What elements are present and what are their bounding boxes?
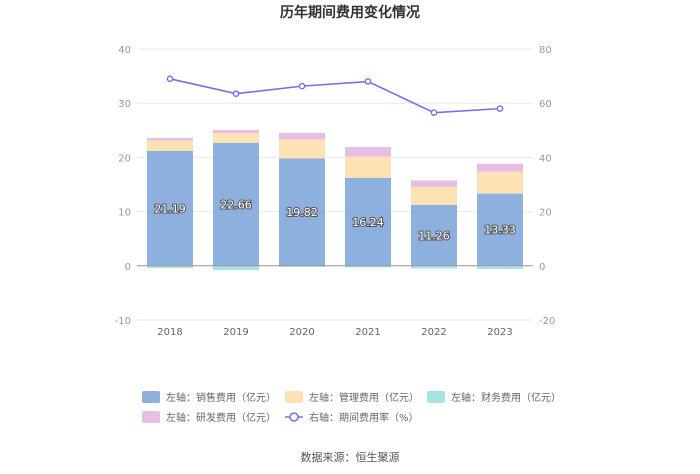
x-axis-tick: 2018	[157, 327, 182, 338]
bar-data-label: 16.24	[352, 216, 384, 229]
bar-segment	[345, 156, 391, 178]
right-axis: -20 0 20 40 60 80	[539, 45, 555, 327]
right-axis-tick: 20	[539, 208, 552, 219]
bar-data-label: 21.19	[154, 202, 186, 215]
source-note: 数据来源：恒生聚源	[301, 450, 400, 464]
legend: 左轴：销售费用（亿元） 左轴：管理费用（亿元） 左轴：财务费用（亿元） 左轴：研发费用…	[142, 391, 561, 424]
left-axis-tick: 30	[118, 99, 131, 110]
expense-rate-point	[430, 109, 438, 116]
legend-label: 左轴：销售费用（亿元）	[166, 391, 276, 404]
expense-rate-point	[298, 82, 306, 90]
expense-rate-point	[232, 90, 240, 98]
legend-label: 左轴：财务费用（亿元）	[451, 391, 561, 404]
legend-swatch	[427, 391, 445, 403]
bar-segment	[147, 150, 193, 266]
bar-segment	[345, 146, 391, 157]
left-axis-tick: 20	[118, 153, 131, 164]
expense-rate-line	[169, 78, 501, 114]
x-axis-tick: 2019	[223, 327, 248, 338]
expense-rate-point	[166, 75, 174, 83]
bar-segment	[213, 142, 259, 266]
left-axis-tick: 40	[118, 45, 131, 56]
bar-data-label: 22.66	[220, 198, 252, 211]
bar-segment	[411, 204, 457, 266]
bar-segment	[411, 180, 457, 187]
legend-label: 左轴：研发费用（亿元）	[166, 411, 276, 424]
bar-segment	[411, 186, 457, 205]
gridlines	[137, 48, 533, 321]
bar-segment	[213, 133, 259, 143]
bar-segment	[477, 265, 523, 270]
left-axis-tick: 0	[125, 262, 131, 273]
bar-data-label: 13.33	[484, 224, 516, 237]
bar-segment	[213, 129, 259, 134]
expense-rate-point	[496, 105, 504, 112]
legend-label: 左轴：管理费用（亿元）	[309, 391, 419, 404]
x-axis-tick: 2021	[355, 327, 380, 338]
legend-line-marker	[289, 412, 299, 422]
x-axis-tick: 2022	[421, 327, 446, 338]
right-axis-tick: -20	[539, 316, 555, 327]
chart-title: 历年期间费用变化情况	[280, 4, 420, 21]
bar-segment	[279, 139, 325, 159]
bar-segment	[279, 158, 325, 266]
x-axis: 2018 2019 2020 2021 2022 2023	[157, 327, 512, 338]
bar-segment	[411, 265, 457, 269]
right-axis-tick: 0	[539, 262, 545, 273]
x-axis-tick: 2020	[289, 327, 314, 338]
bar-segment	[279, 132, 325, 140]
bars	[147, 129, 523, 271]
legend-swatch	[142, 391, 160, 403]
bar-data-label: 19.82	[286, 206, 318, 219]
bar-data-label: 11.26	[418, 229, 450, 242]
legend-swatch	[285, 391, 303, 403]
left-axis: -10 0 10 20 30 40	[115, 45, 131, 327]
bar-segment	[147, 137, 193, 141]
bar-segment	[477, 193, 523, 266]
legend-label: 右轴：期间费用率（%）	[309, 411, 419, 424]
bar-segment	[213, 265, 259, 271]
x-axis-tick: 2023	[487, 327, 512, 338]
bar-labels: 21.19 22.66 19.82 16.24 11.26 13.33	[153, 197, 517, 243]
left-axis-tick: -10	[115, 316, 131, 327]
expense-rate-point	[364, 78, 372, 85]
bar-segment	[345, 265, 391, 268]
bar-segment	[279, 265, 325, 267]
left-axis-tick: 10	[118, 208, 131, 219]
right-axis-tick: 80	[539, 45, 552, 56]
right-axis-tick: 40	[539, 153, 552, 164]
bar-segment	[477, 163, 523, 172]
line-series	[166, 75, 504, 116]
bar-segment	[477, 171, 523, 194]
bar-segment	[147, 265, 193, 268]
bar-segment	[345, 177, 391, 266]
legend-swatch	[142, 411, 160, 423]
right-axis-tick: 60	[539, 99, 552, 110]
bar-segment	[147, 140, 193, 151]
